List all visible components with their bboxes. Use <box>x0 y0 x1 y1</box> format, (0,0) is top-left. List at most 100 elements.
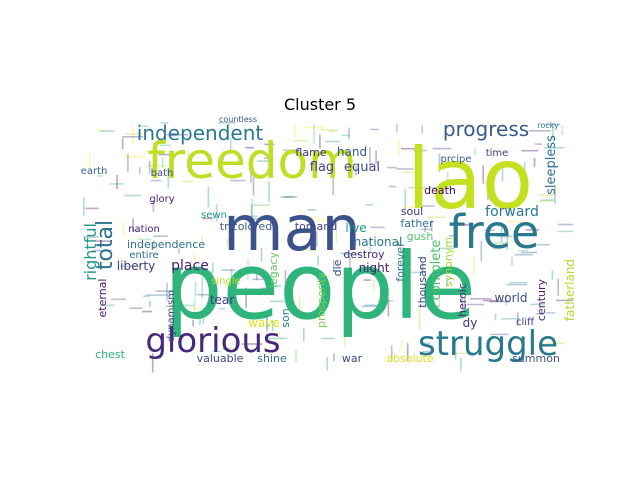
tiny-word-mark <box>212 262 214 273</box>
tiny-word-mark <box>388 185 396 188</box>
tiny-word-mark <box>482 165 484 184</box>
tiny-word-mark <box>158 153 176 156</box>
tiny-word-mark <box>355 166 357 176</box>
tiny-word-mark <box>398 139 400 155</box>
tiny-word-mark <box>137 238 152 241</box>
tiny-word-mark <box>438 247 455 250</box>
tiny-word-mark <box>407 187 427 189</box>
tiny-word-mark <box>545 312 556 314</box>
tiny-word-mark <box>145 165 167 167</box>
tiny-word-mark <box>361 305 382 308</box>
tiny-word-mark <box>396 168 414 170</box>
tiny-word-mark <box>480 241 483 262</box>
tiny-word-mark <box>428 216 446 218</box>
tiny-word-mark <box>460 357 462 372</box>
tiny-word-mark <box>201 236 203 245</box>
tiny-word-mark <box>124 194 142 197</box>
word-live: live <box>345 221 366 235</box>
tiny-word-mark <box>375 150 377 164</box>
tiny-word-mark <box>501 161 504 182</box>
tiny-word-mark <box>421 125 424 134</box>
tiny-word-mark <box>246 215 259 218</box>
word-freedom: freedom <box>147 132 357 190</box>
tiny-word-mark <box>462 125 476 128</box>
word-cliff: cliff <box>516 317 535 328</box>
tiny-word-mark <box>218 122 236 124</box>
tiny-word-mark <box>146 150 166 152</box>
tiny-word-mark <box>230 268 233 285</box>
tiny-word-mark <box>431 219 433 232</box>
tiny-word-mark <box>95 240 111 242</box>
tiny-word-mark <box>545 123 561 126</box>
word-total: total <box>93 220 118 270</box>
word-absolute: absolute <box>386 352 434 365</box>
tiny-word-mark <box>146 294 168 296</box>
tiny-word-mark <box>215 204 218 222</box>
word-man: man <box>223 192 361 265</box>
tiny-word-mark <box>141 125 149 128</box>
tiny-word-mark <box>283 196 298 198</box>
tiny-word-mark <box>523 161 526 177</box>
tiny-word-mark <box>418 308 421 331</box>
word-rightful: rightful <box>81 223 100 281</box>
word-earth: earth <box>81 166 108 177</box>
tiny-word-mark <box>518 249 528 252</box>
word-lao: lao <box>407 130 533 228</box>
tiny-word-mark <box>511 257 513 266</box>
tiny-word-mark <box>212 350 222 353</box>
tiny-word-mark <box>245 287 247 308</box>
word-eternal: eternal <box>96 279 109 318</box>
tiny-word-mark <box>459 224 478 226</box>
tiny-word-mark <box>484 229 495 231</box>
tiny-word-mark <box>454 340 457 360</box>
tiny-word-mark <box>466 303 484 306</box>
tiny-word-mark <box>250 168 252 183</box>
word-struggle: struggle <box>418 324 558 364</box>
tiny-word-mark <box>386 166 397 169</box>
word-countless: countless <box>219 115 257 124</box>
word-prosperity: prosperity <box>315 272 328 328</box>
tiny-word-mark <box>222 348 230 350</box>
tiny-word-mark <box>370 226 385 229</box>
tiny-word-mark <box>149 300 151 308</box>
word-national: national <box>354 235 403 249</box>
word-hand: hand <box>337 145 367 159</box>
tiny-word-mark <box>493 242 506 244</box>
word-dynamism: dynamism <box>166 290 177 342</box>
tiny-word-mark <box>422 342 431 344</box>
tiny-word-mark <box>134 235 141 238</box>
tiny-word-mark <box>525 229 539 231</box>
tiny-word-mark <box>269 300 284 303</box>
tiny-word-mark <box>470 298 492 300</box>
tiny-word-mark <box>464 297 466 314</box>
tiny-word-mark <box>194 281 197 297</box>
word-fatherland: fatherland <box>563 259 577 321</box>
word-legacy: legacy <box>267 251 280 288</box>
tiny-word-mark <box>100 130 115 132</box>
tiny-word-mark <box>551 123 554 140</box>
word-wave: wave <box>248 316 280 330</box>
tiny-word-mark <box>529 130 551 132</box>
tiny-word-mark <box>166 282 168 302</box>
tiny-word-mark <box>517 312 519 326</box>
tiny-word-mark <box>131 229 139 232</box>
tiny-word-mark <box>159 144 171 147</box>
tiny-word-mark <box>83 236 99 238</box>
tiny-word-mark <box>402 171 415 173</box>
tiny-word-mark <box>226 238 228 246</box>
word-soul: soul <box>401 205 424 218</box>
tiny-word-mark <box>104 304 115 307</box>
tiny-word-mark <box>266 310 268 329</box>
tiny-word-mark <box>422 350 434 353</box>
tiny-word-mark <box>82 197 85 217</box>
tiny-word-mark <box>497 224 504 227</box>
tiny-word-mark <box>303 126 325 129</box>
word-father: father <box>400 217 434 230</box>
tiny-word-mark <box>197 293 210 296</box>
tiny-word-mark <box>503 224 506 232</box>
tiny-word-mark <box>554 185 556 204</box>
tiny-word-mark <box>348 127 350 140</box>
tiny-word-mark <box>173 276 175 285</box>
